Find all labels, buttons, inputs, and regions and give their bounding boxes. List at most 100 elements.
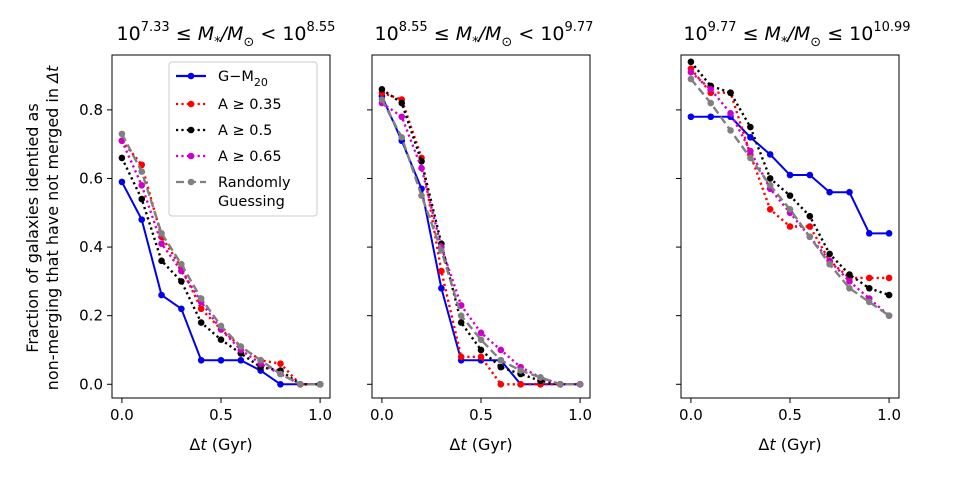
data-point bbox=[707, 86, 715, 93]
series-4 bbox=[378, 99, 584, 388]
data-point bbox=[378, 86, 386, 93]
data-point bbox=[138, 168, 146, 175]
data-point bbox=[727, 110, 734, 117]
data-point bbox=[197, 305, 205, 313]
panel-3: 0.0 0.5 1.0 Δt (Gyr) 109.77 ≤ M*/M⊙ ≤ 1010.9… bbox=[676, 20, 911, 454]
data-point bbox=[537, 374, 544, 381]
data-point bbox=[846, 284, 853, 292]
data-point bbox=[438, 267, 445, 275]
data-point bbox=[237, 356, 245, 364]
data-point bbox=[277, 360, 284, 368]
data-point bbox=[178, 278, 185, 285]
data-point bbox=[477, 346, 485, 354]
data-point bbox=[398, 113, 406, 121]
series-3 bbox=[687, 58, 893, 299]
data-point bbox=[477, 336, 485, 343]
y-tick-label: 0.2 bbox=[79, 307, 103, 325]
legend-swatch-marker bbox=[187, 178, 195, 186]
data-point bbox=[727, 127, 734, 134]
data-point bbox=[197, 319, 205, 326]
legend-label: G−M20 bbox=[218, 69, 268, 89]
data-point bbox=[806, 233, 814, 241]
data-point bbox=[865, 230, 873, 237]
data-point bbox=[418, 192, 425, 199]
panel-2: 0.0 0.5 1.0 Δt (Gyr) 108.55 ≤ M*/M⊙ < 109.77 bbox=[367, 20, 593, 454]
y-tick-label: 0.0 bbox=[79, 375, 103, 393]
x-tick-label: 0.0 bbox=[679, 406, 703, 424]
series-1 bbox=[687, 113, 893, 237]
data-point bbox=[118, 154, 126, 162]
x-axis-label: Δt (Gyr) bbox=[758, 435, 821, 454]
legend-label: A ≥ 0.65 bbox=[218, 149, 282, 165]
legend-label: Randomly bbox=[218, 175, 291, 191]
data-point bbox=[885, 291, 893, 299]
data-point bbox=[237, 343, 245, 350]
x-tick-label: 1.0 bbox=[877, 406, 901, 424]
data-point bbox=[727, 89, 734, 97]
data-point bbox=[217, 322, 225, 330]
panels: 0.0 0.5 1.0 0.0 0.2 0.4 0.6 0.8 Δt (Gyr) 107.33 ≤… bbox=[79, 20, 910, 454]
data-point bbox=[576, 380, 584, 388]
data-point bbox=[497, 346, 505, 354]
data-point bbox=[138, 195, 146, 203]
data-point bbox=[118, 178, 126, 186]
x-tick-label: 1.0 bbox=[308, 406, 332, 424]
data-point bbox=[806, 212, 814, 220]
data-point bbox=[707, 99, 715, 107]
data-point bbox=[806, 223, 814, 230]
data-point bbox=[378, 96, 386, 103]
y-axis-label-line1: Fraction of galaxies identied as bbox=[23, 103, 42, 352]
data-point bbox=[885, 230, 893, 237]
data-point bbox=[687, 68, 695, 76]
series-line bbox=[381, 102, 581, 386]
data-point bbox=[885, 312, 893, 319]
data-point bbox=[786, 223, 794, 230]
series-5 bbox=[378, 96, 584, 388]
data-point bbox=[865, 284, 873, 292]
legend: G−M20 A ≥ 0.35 A ≥ 0.5 A ≥ 0.65 Randomly Gues… bbox=[168, 61, 318, 217]
data-point bbox=[846, 271, 853, 278]
panel-title: 107.33 ≤ M*/M⊙ < 108.55 bbox=[117, 20, 336, 50]
data-point bbox=[786, 192, 794, 199]
data-point bbox=[865, 298, 873, 306]
data-point bbox=[865, 274, 873, 282]
x-axis-label: Δt (Gyr) bbox=[189, 435, 252, 454]
series-5 bbox=[687, 75, 893, 319]
data-point bbox=[826, 250, 833, 258]
legend-label: A ≥ 0.5 bbox=[218, 123, 272, 139]
y-tick-label: 0.8 bbox=[79, 101, 103, 119]
data-point bbox=[766, 182, 774, 189]
data-point bbox=[846, 278, 853, 285]
x-axis-label: Δt (Gyr) bbox=[449, 435, 512, 454]
data-point bbox=[296, 380, 304, 388]
data-point bbox=[398, 99, 406, 107]
data-point bbox=[138, 216, 146, 223]
data-point bbox=[158, 257, 165, 265]
x-tick-label: 0.0 bbox=[110, 406, 134, 424]
legend-swatch-marker bbox=[187, 152, 195, 160]
data-point bbox=[277, 380, 284, 388]
data-point bbox=[687, 113, 695, 121]
data-point bbox=[766, 206, 774, 213]
data-point bbox=[707, 113, 715, 121]
data-point bbox=[766, 175, 774, 182]
data-point bbox=[316, 380, 324, 388]
x-tick-label: 0.0 bbox=[370, 406, 394, 424]
panel-title: 108.55 ≤ M*/M⊙ < 109.77 bbox=[375, 20, 594, 50]
data-point bbox=[517, 380, 524, 388]
data-point bbox=[747, 134, 754, 141]
legend-swatch-marker bbox=[187, 126, 195, 134]
data-point bbox=[826, 260, 833, 268]
panel-title: 109.77 ≤ M*/M⊙ ≤ 1010.99 bbox=[683, 20, 910, 50]
data-point bbox=[277, 370, 284, 378]
data-point bbox=[457, 353, 465, 361]
y-tick-label: 0.4 bbox=[79, 238, 103, 256]
series-line bbox=[381, 88, 581, 386]
data-point bbox=[556, 380, 564, 388]
y-tick-label: 0.6 bbox=[79, 169, 103, 187]
data-point bbox=[257, 356, 264, 364]
data-point bbox=[158, 240, 165, 247]
data-point bbox=[178, 260, 185, 268]
data-point bbox=[477, 329, 485, 337]
